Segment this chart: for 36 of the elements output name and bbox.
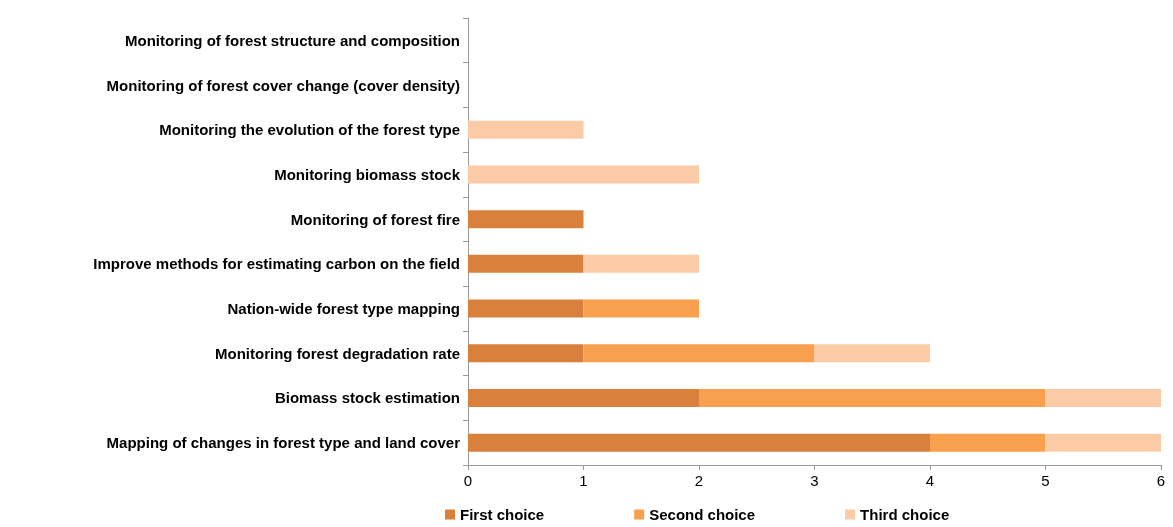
bar (468, 299, 584, 318)
bar (468, 433, 930, 452)
y-tick-label: Monitoring of forest fire (290, 210, 460, 228)
bar (468, 254, 584, 273)
x-tick-label: 4 (925, 472, 935, 489)
bar (1045, 388, 1161, 407)
x-tick-label: 3 (810, 472, 819, 489)
bar (1045, 433, 1161, 452)
bar (814, 344, 930, 363)
bar (583, 299, 699, 318)
y-tick-label: Monitoring biomass stock (274, 165, 461, 183)
legend-label: First choice (460, 506, 545, 523)
bar (583, 254, 699, 273)
y-tick-label: Monitoring of forest cover change (cover density) (106, 76, 460, 94)
y-tick-label: Monitoring forest degradation rate (214, 344, 460, 362)
bar (468, 165, 699, 184)
y-tick-label: Monitoring of forest structure and composition (125, 31, 460, 49)
bar (583, 344, 815, 363)
bar (468, 210, 584, 229)
bar (468, 388, 699, 407)
bar (699, 388, 1046, 407)
y-tick-label: Mapping of changes in forest type and land cover (106, 434, 461, 452)
x-tick-label: 2 (694, 472, 704, 489)
y-tick-label: Improve methods for estimating carbon on the field (93, 255, 460, 273)
y-tick-label: Nation-wide forest type mapping (227, 300, 460, 318)
x-tick-label: 1 (579, 472, 588, 489)
x-tick-label: 5 (1041, 472, 1050, 489)
x-tick-label: 0 (463, 472, 473, 489)
y-tick-label: Biomass stock estimation (274, 389, 460, 407)
bar (468, 120, 584, 139)
x-tick-label: 6 (1156, 472, 1166, 489)
legend-label: Second choice (649, 506, 756, 523)
y-tick-label: Monitoring the evolution of the forest type (159, 121, 460, 139)
legend-label: Third choice (860, 506, 950, 523)
bar (468, 344, 584, 363)
bar (930, 433, 1046, 452)
